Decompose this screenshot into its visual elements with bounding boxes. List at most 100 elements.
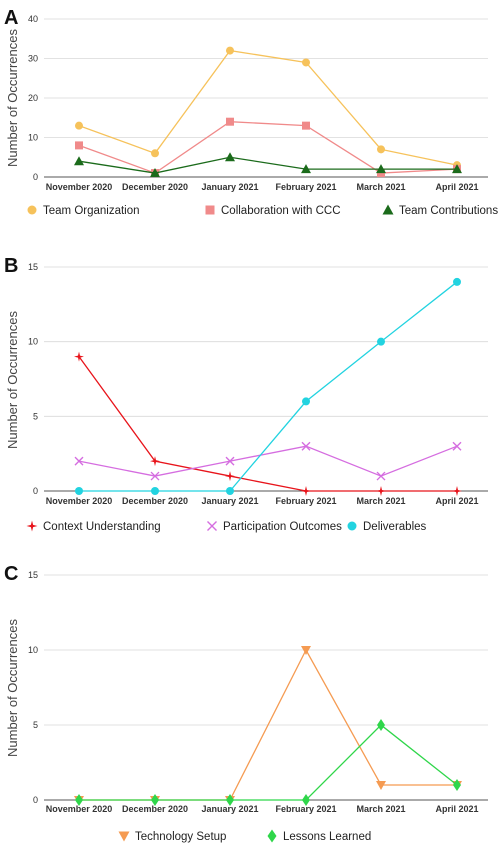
data-point — [74, 351, 84, 362]
legend-marker — [347, 521, 357, 531]
y-tick-label: 30 — [28, 54, 38, 64]
data-point — [226, 46, 234, 55]
data-point — [225, 456, 235, 466]
legend-marker — [382, 204, 394, 215]
data-point — [151, 487, 159, 495]
data-point — [377, 719, 385, 731]
data-point — [150, 168, 160, 178]
y-tick-label: 15 — [28, 262, 38, 272]
series-team-organization — [75, 46, 461, 170]
data-point — [376, 471, 386, 481]
data-point — [302, 58, 310, 67]
series-team-contributions — [74, 152, 462, 178]
data-point — [302, 397, 310, 406]
x-tick-label: February 2021 — [275, 496, 336, 506]
panel-letter: B — [4, 255, 18, 277]
series-deliverables — [75, 277, 461, 495]
y-axis-label: Number of Occurrences — [5, 29, 20, 167]
legend-item: Team Organization — [27, 205, 140, 217]
data-point — [376, 164, 386, 174]
data-point — [226, 117, 234, 126]
legend-item: Technology Setup — [118, 831, 226, 843]
y-tick-label: 5 — [33, 720, 38, 730]
data-point — [301, 486, 311, 496]
data-point — [150, 471, 160, 481]
data-point — [302, 121, 310, 130]
legend-label: Collaboration with CCC — [221, 205, 341, 217]
data-point — [75, 794, 83, 806]
legend-marker — [27, 205, 37, 215]
data-point — [225, 471, 235, 482]
legend-marker — [205, 205, 215, 215]
data-point — [225, 152, 235, 162]
series-line — [79, 724, 458, 801]
legend-label: Participation Outcomes — [223, 521, 342, 533]
legend-label: Technology Setup — [135, 831, 226, 843]
data-point — [301, 164, 311, 174]
legend-label: Lessons Learned — [283, 831, 371, 843]
legend-item: Participation Outcomes — [207, 521, 342, 533]
y-tick-label: 0 — [33, 486, 38, 496]
series-participation-outcomes — [74, 441, 462, 481]
legend-item: Deliverables — [347, 521, 427, 533]
y-tick-label: 10 — [28, 133, 38, 143]
y-tick-label: 10 — [28, 337, 38, 347]
data-point — [452, 441, 462, 451]
data-point — [75, 487, 83, 495]
y-axis-label: Number of Occurrences — [5, 311, 20, 449]
legend-item: Context Understanding — [26, 520, 161, 533]
y-tick-label: 10 — [28, 645, 38, 655]
chart-panel-c: C 0 5 10 15 Number of Occurrences November 202… — [4, 563, 488, 843]
data-point — [151, 149, 159, 158]
x-tick-label: April 2021 — [435, 804, 478, 814]
legend-marker — [207, 521, 217, 531]
y-tick-label: 0 — [33, 795, 38, 805]
x-tick-label: December 2020 — [122, 496, 188, 506]
series-line — [78, 356, 457, 492]
data-point — [452, 486, 462, 496]
x-tick-label: December 2020 — [122, 804, 188, 814]
panel-letter: A — [4, 7, 18, 29]
x-tick-label: February 2021 — [275, 182, 336, 192]
legend-marker — [26, 520, 38, 532]
legend-label: Team Organization — [43, 205, 140, 217]
data-point — [376, 486, 386, 496]
legend-item: Team Contributions — [382, 204, 498, 217]
data-point — [226, 487, 234, 495]
y-axis-label: Number of Occurrences — [5, 619, 20, 757]
x-tick-label: January 2021 — [201, 804, 258, 814]
series-line — [79, 281, 458, 492]
x-tick-label: March 2021 — [356, 182, 405, 192]
legend-marker — [118, 831, 130, 842]
panel-letter: C — [4, 563, 18, 585]
series-lessons-learned — [75, 719, 461, 806]
series-line — [78, 156, 457, 174]
data-point — [75, 141, 83, 150]
data-point — [301, 646, 311, 655]
data-point — [75, 121, 83, 130]
x-tick-label: November 2020 — [46, 804, 113, 814]
x-tick-label: April 2021 — [435, 182, 478, 192]
legend-label: Context Understanding — [43, 521, 161, 533]
chart-panel-a: A 0 10 20 30 40 Number of Occurrences November … — [4, 7, 498, 217]
legend-item: Lessons Learned — [267, 829, 371, 843]
data-point — [151, 794, 159, 806]
x-tick-label: January 2021 — [201, 496, 258, 506]
data-point — [377, 337, 385, 346]
legend-marker — [267, 829, 277, 843]
y-tick-label: 20 — [28, 93, 38, 103]
legend-label: Deliverables — [363, 521, 427, 533]
data-point — [74, 456, 84, 466]
data-point — [377, 145, 385, 154]
series-collaboration-with-ccc — [75, 117, 461, 178]
data-point — [376, 781, 386, 790]
y-tick-label: 0 — [33, 172, 38, 182]
series-technology-setup — [74, 646, 462, 805]
x-tick-label: December 2020 — [122, 182, 188, 192]
x-tick-label: November 2020 — [46, 496, 113, 506]
y-tick-label: 5 — [33, 411, 38, 421]
legend-item: Collaboration with CCC — [205, 205, 341, 217]
data-point — [301, 441, 311, 451]
